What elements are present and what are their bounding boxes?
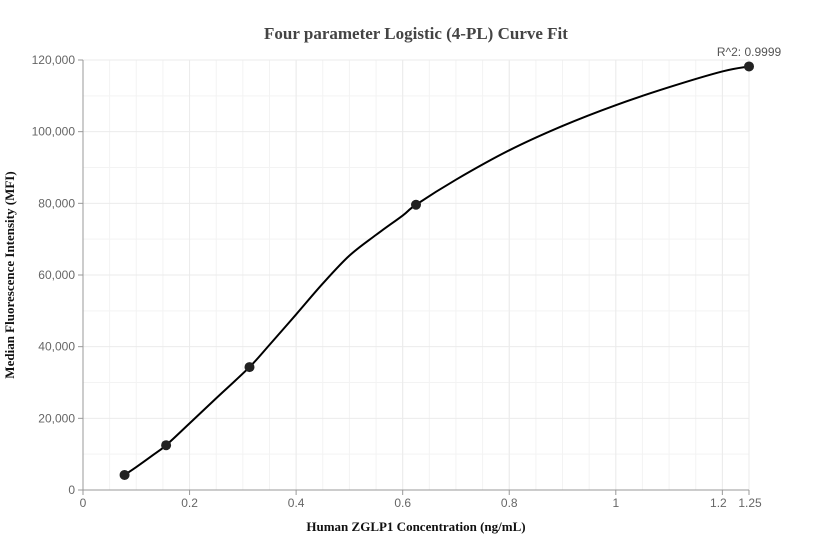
r-squared-annotation: R^2: 0.9999 — [717, 45, 782, 59]
x-tick-label: 1.25 — [738, 496, 762, 510]
data-point — [161, 440, 172, 451]
data-point — [411, 199, 421, 210]
x-tick-label: 0.2 — [181, 496, 198, 510]
x-axis-ticks: 0 0.2 0.4 0.6 0.8 1 1.2 1.25 — [80, 490, 762, 510]
x-tick-label: 0.4 — [288, 496, 305, 510]
y-axis-ticks: 0 20,000 40,000 60,000 80,000 100,000 120,000 — [32, 53, 83, 497]
y-tick-label: 60,000 — [38, 268, 75, 282]
grid-lines — [83, 59, 750, 490]
x-tick-label: 0 — [80, 496, 87, 510]
data-points — [119, 61, 754, 480]
data-point — [744, 61, 754, 72]
y-tick-label: 0 — [68, 483, 75, 497]
x-tick-label: 0.6 — [394, 496, 411, 510]
y-tick-label: 100,000 — [32, 125, 76, 139]
fit-curve — [124, 65, 750, 476]
x-tick-label: 1.2 — [710, 496, 727, 510]
data-point — [119, 469, 130, 480]
y-tick-label: 120,000 — [32, 53, 76, 67]
y-tick-label: 40,000 — [38, 340, 75, 354]
y-tick-label: 80,000 — [38, 196, 75, 210]
x-tick-label: 1 — [612, 496, 619, 510]
x-tick-label: 0.8 — [501, 496, 518, 510]
x-axis-label: Human ZGLP1 Concentration (ng/mL) — [306, 519, 525, 534]
chart-title: Four parameter Logistic (4-PL) Curve Fit — [264, 24, 568, 43]
data-point — [244, 362, 255, 373]
y-axis-label: Median Fluorescence Intensity (MFI) — [2, 171, 17, 378]
y-tick-label: 20,000 — [38, 411, 75, 425]
